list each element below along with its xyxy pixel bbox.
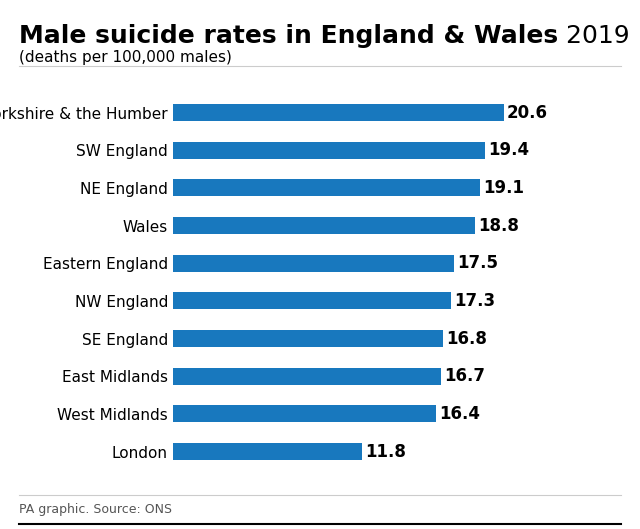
Bar (173, 443, 362, 460)
Bar (173, 104, 504, 121)
Bar (173, 368, 441, 385)
Bar (173, 217, 475, 234)
Text: 16.7: 16.7 (444, 367, 485, 385)
Bar (173, 142, 484, 159)
Bar (173, 293, 451, 309)
Text: PA graphic. Source: ONS: PA graphic. Source: ONS (19, 503, 172, 516)
Bar (173, 255, 454, 272)
Text: 18.8: 18.8 (478, 216, 519, 234)
Text: 11.8: 11.8 (365, 443, 406, 461)
Bar (173, 330, 443, 347)
Bar (173, 405, 436, 423)
Text: 17.5: 17.5 (457, 254, 498, 272)
Text: 16.4: 16.4 (440, 405, 481, 423)
Text: Male suicide rates in England & Wales: Male suicide rates in England & Wales (19, 24, 558, 48)
Bar (173, 179, 480, 196)
Text: 19.4: 19.4 (488, 141, 529, 159)
Text: 16.8: 16.8 (446, 330, 487, 348)
Text: 19.1: 19.1 (483, 179, 524, 197)
Text: 17.3: 17.3 (454, 292, 495, 310)
Text: 20.6: 20.6 (507, 104, 548, 122)
Text: 2019: 2019 (558, 24, 630, 48)
Text: (deaths per 100,000 males): (deaths per 100,000 males) (19, 50, 232, 65)
